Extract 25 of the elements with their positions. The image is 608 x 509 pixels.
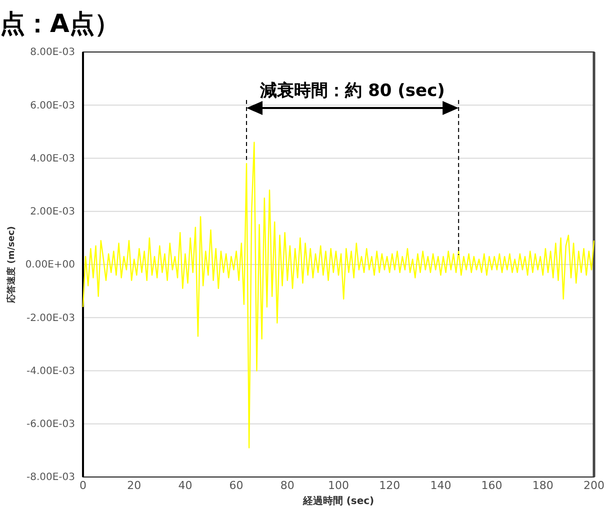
x-tick-label: 160: [481, 478, 502, 492]
annotation: 減衰時間：約 80 (sec): [259, 81, 445, 101]
y-tick-label: 6.00E-03: [30, 100, 75, 112]
x-axis-title: 経過時間 (sec): [302, 495, 374, 507]
x-tick-label: 100: [328, 478, 349, 492]
x-tick-label: 20: [127, 478, 142, 492]
y-tick-label: -2.00E-03: [26, 312, 75, 324]
y-tick-label: 8.00E-03: [30, 47, 75, 58]
x-tick-label: 120: [379, 478, 400, 492]
y-tick-label: 4.00E-03: [30, 153, 75, 164]
y-tick-label: -6.00E-03: [26, 419, 75, 430]
x-tick-label: 180: [532, 478, 554, 492]
y-tick-label: -8.00E-03: [26, 472, 75, 484]
y-tick-label: 0.00E+00: [25, 260, 75, 271]
x-tick-label: 40: [178, 478, 192, 492]
x-tick-label: 60: [229, 478, 244, 492]
x-tick-label: 0: [80, 478, 86, 492]
x-tick-label: 80: [280, 478, 294, 492]
line-series: [82, 142, 595, 448]
x-tick-label: 200: [584, 478, 604, 492]
x-tick-label: 140: [430, 478, 452, 492]
y-tick-label: 2.00E-03: [30, 206, 75, 218]
chart-title: 点：A点）: [0, 9, 120, 38]
y-axis-title: 応答速度 (m/sec): [6, 226, 17, 304]
y-tick-label: -4.00E-03: [26, 366, 75, 377]
